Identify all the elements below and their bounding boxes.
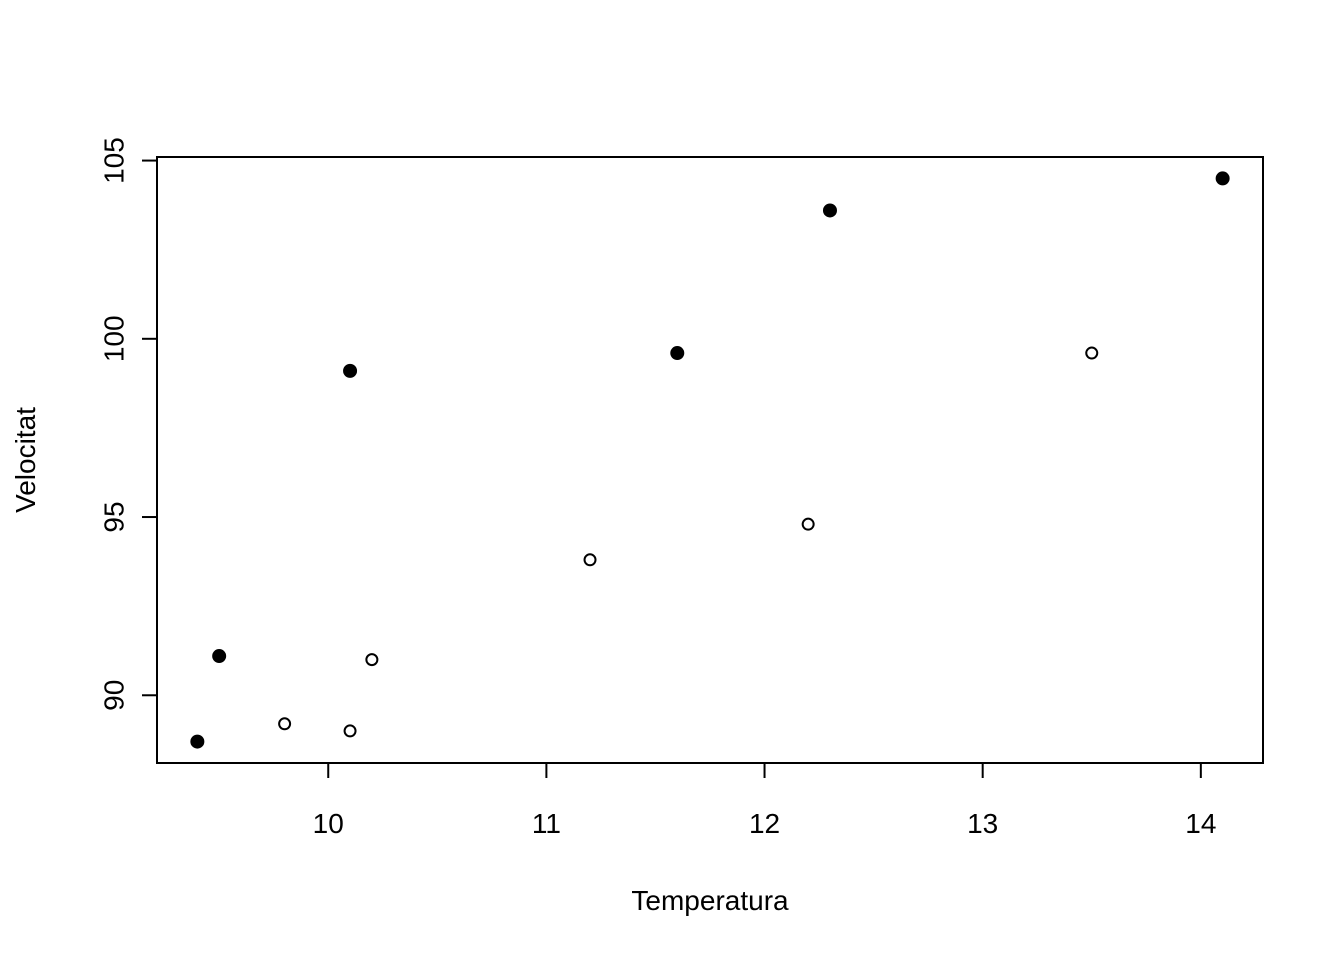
x-tick-label: 10 — [313, 808, 344, 839]
y-tick-label: 105 — [99, 137, 130, 184]
filled-data-point — [190, 734, 205, 749]
open-data-point — [1085, 346, 1099, 360]
x-tick-label: 13 — [967, 808, 998, 839]
filled-data-point — [670, 346, 685, 361]
x-axis-label: Temperatura — [631, 885, 789, 916]
open-data-point — [365, 653, 379, 667]
filled-data-point — [1215, 171, 1230, 186]
y-tick-label: 100 — [99, 315, 130, 362]
x-axis: 10 11 12 13 14 — [313, 762, 1216, 839]
plot-frame — [156, 156, 1264, 764]
filled-data-point — [822, 203, 837, 218]
y-axis-label: Velocitat — [10, 407, 41, 513]
open-data-point — [343, 724, 357, 738]
x-tick-label: 12 — [749, 808, 780, 839]
open-data-point — [583, 553, 597, 567]
y-tick-label: 95 — [99, 501, 130, 532]
y-tick-label: 90 — [99, 680, 130, 711]
filled-data-point — [212, 649, 227, 664]
y-axis: 90 95 100 105 — [99, 137, 158, 711]
filled-data-point — [343, 363, 358, 378]
x-tick-label: 14 — [1185, 808, 1216, 839]
open-data-point — [801, 517, 815, 531]
open-data-point — [278, 717, 292, 731]
data-points — [190, 171, 1230, 749]
x-tick-label: 11 — [532, 808, 561, 839]
